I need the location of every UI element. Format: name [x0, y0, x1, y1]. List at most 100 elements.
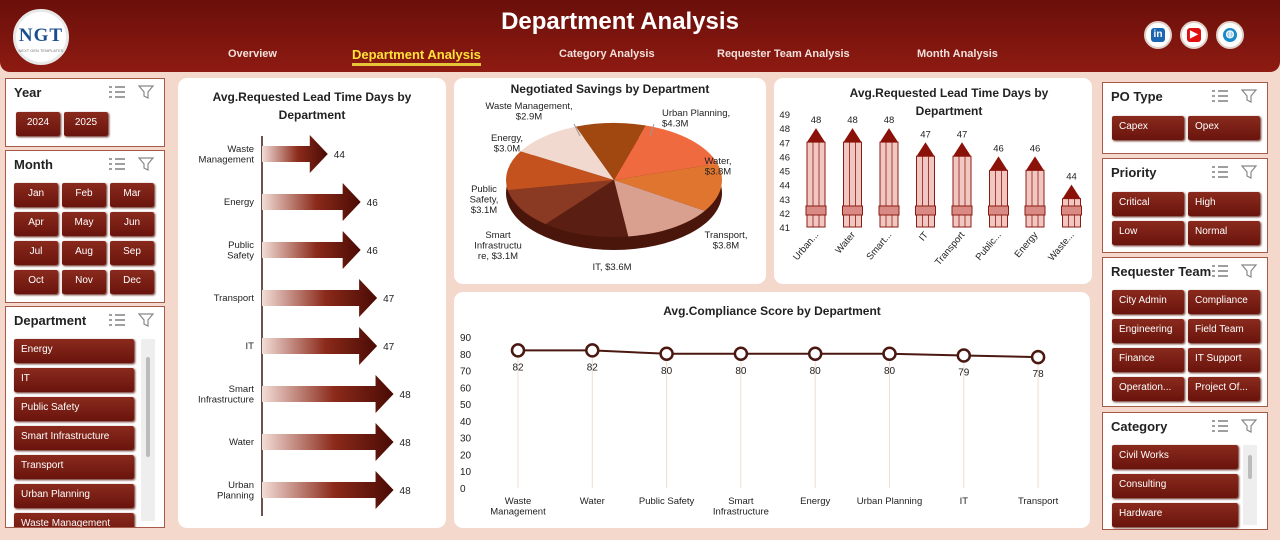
slicer-item[interactable]: City Admin [1112, 290, 1184, 314]
scrollbar[interactable] [141, 339, 155, 521]
clear-filter-icon[interactable] [1241, 89, 1259, 103]
clear-filter-icon[interactable] [1241, 165, 1259, 179]
pencil-body [989, 169, 1008, 228]
multi-select-icon[interactable] [1211, 165, 1229, 179]
category-label: IT [246, 341, 255, 352]
slicer-item[interactable]: Project Of... [1188, 377, 1260, 401]
data-point [510, 343, 526, 358]
slicer-item[interactable]: Jun [110, 212, 154, 236]
slicer-item[interactable]: Transport [14, 455, 134, 479]
slicer-item[interactable]: Waste Management [14, 513, 134, 527]
pie-slice [506, 151, 614, 191]
scrollbar-thumb[interactable] [1248, 455, 1252, 479]
slicer-item[interactable]: Field Team [1188, 319, 1260, 343]
multi-select-icon[interactable] [108, 313, 126, 327]
slicer-item[interactable]: Energy [14, 339, 134, 363]
multi-select-icon[interactable] [1211, 419, 1229, 433]
slicer-item[interactable]: Apr [14, 212, 58, 236]
multi-select-icon[interactable] [108, 157, 126, 171]
pencil-ferrule [915, 205, 936, 216]
slicer-item[interactable]: Aug [62, 241, 106, 265]
tab-category-analysis[interactable]: Category Analysis [559, 48, 655, 60]
slicer-title: Requester Team [1111, 264, 1212, 279]
clear-filter-icon[interactable] [138, 313, 156, 327]
x-tick-label: Smart Infrastructure [713, 496, 769, 518]
tab-month-analysis[interactable]: Month Analysis [917, 48, 998, 60]
slicer-item[interactable]: Consulting [1112, 474, 1238, 498]
slicer-item[interactable]: Smart Infrastructure [14, 426, 134, 450]
slicer-item[interactable]: Normal [1188, 221, 1260, 245]
slicer-item[interactable]: Oct [14, 270, 58, 294]
pencil-tip [843, 128, 862, 143]
slicer-item[interactable]: Dec [110, 270, 154, 294]
linkedin-icon[interactable]: in [1144, 21, 1172, 49]
slicer-item[interactable]: Jul [14, 241, 58, 265]
pie-slice [614, 180, 705, 237]
slicer-item[interactable]: IT [14, 368, 134, 392]
slicer-item[interactable]: Civil Works [1112, 445, 1238, 469]
slicer-item[interactable]: Opex [1188, 116, 1260, 140]
slicer-department: Department Energy IT Public Safety Smart… [5, 306, 165, 528]
pencil-ferrule [951, 205, 973, 216]
pencil-tip [1062, 184, 1081, 199]
multi-select-icon[interactable] [1211, 264, 1229, 278]
slicer-item[interactable]: Low [1112, 221, 1184, 245]
slicer-item[interactable]: 2025 [64, 112, 108, 136]
slicer-item[interactable]: Sep [110, 241, 154, 265]
data-label: 80 [661, 366, 673, 377]
clear-filter-icon[interactable] [1241, 264, 1259, 278]
bar-arrow [262, 423, 394, 461]
clear-filter-icon[interactable] [138, 85, 156, 99]
data-label: 47 [383, 342, 395, 353]
slicer-item[interactable]: Urban Planning [14, 484, 134, 508]
y-tick-label: 50 [460, 400, 472, 411]
scrollbar[interactable] [1243, 445, 1257, 525]
globe-icon[interactable]: ◍ [1216, 21, 1244, 49]
clear-filter-icon[interactable] [138, 157, 156, 171]
tab-department-analysis[interactable]: Department Analysis [352, 47, 481, 66]
category-label: Transport [214, 293, 255, 304]
multi-select-icon[interactable] [1211, 89, 1229, 103]
slicer-item[interactable]: Engineering [1112, 319, 1184, 343]
data-point [882, 346, 897, 362]
slicer-item[interactable]: Operation... [1112, 377, 1184, 401]
slicer-item[interactable]: Jan [14, 183, 58, 207]
slicer-item[interactable]: Hardware [1112, 503, 1238, 527]
y-tick-label: 46 [779, 152, 790, 163]
slicer-item[interactable]: High [1188, 192, 1260, 216]
chart-card-lead-time-pencils: Avg.Requested Lead Time Days by Departme… [774, 78, 1092, 284]
multi-select-icon[interactable] [108, 85, 126, 99]
pencil-ferrule [878, 205, 900, 216]
category-label: Urban Planning [217, 480, 254, 502]
tab-requester-team-analysis[interactable]: Requester Team Analysis [717, 48, 850, 60]
scrollbar-thumb[interactable] [146, 357, 150, 457]
slicer-item[interactable]: Feb [62, 183, 106, 207]
category-label: Public... [974, 230, 1004, 263]
slicer-item[interactable]: Public Safety [14, 397, 134, 421]
slicer-month: Month Jan Feb Mar Apr May Jun Jul Aug Se… [5, 150, 165, 303]
tab-overview[interactable]: Overview [228, 48, 277, 60]
chart-title: Negotiated Savings by Department [510, 82, 710, 96]
company-logo: NGT NEXT GEN TEMPLATES [13, 9, 69, 65]
category-label: Public Safety [227, 240, 254, 262]
slicer-item[interactable]: Capex [1112, 116, 1184, 140]
pie-slice [614, 163, 722, 211]
slicer-item[interactable]: Mar [110, 183, 154, 207]
pencil-tip [807, 128, 825, 143]
page-title: Department Analysis [501, 8, 739, 35]
slicer-item[interactable]: May [62, 212, 106, 236]
y-tick-label: 90 [460, 333, 472, 344]
category-label: Energy [224, 197, 254, 208]
slicer-item[interactable]: Compliance [1188, 290, 1260, 314]
slicer-title: PO Type [1111, 89, 1163, 104]
pencil-body [952, 155, 972, 228]
clear-filter-icon[interactable] [1241, 419, 1259, 433]
data-label: 44 [1066, 172, 1077, 183]
slicer-item[interactable]: Finance [1112, 348, 1184, 372]
slicer-item[interactable]: Critical [1112, 192, 1184, 216]
data-label: 80 [884, 366, 896, 377]
slicer-item[interactable]: IT Support [1188, 348, 1260, 372]
youtube-icon[interactable]: ▶ [1180, 21, 1208, 49]
slicer-item[interactable]: 2024 [16, 112, 60, 136]
slicer-item[interactable]: Nov [62, 270, 106, 294]
